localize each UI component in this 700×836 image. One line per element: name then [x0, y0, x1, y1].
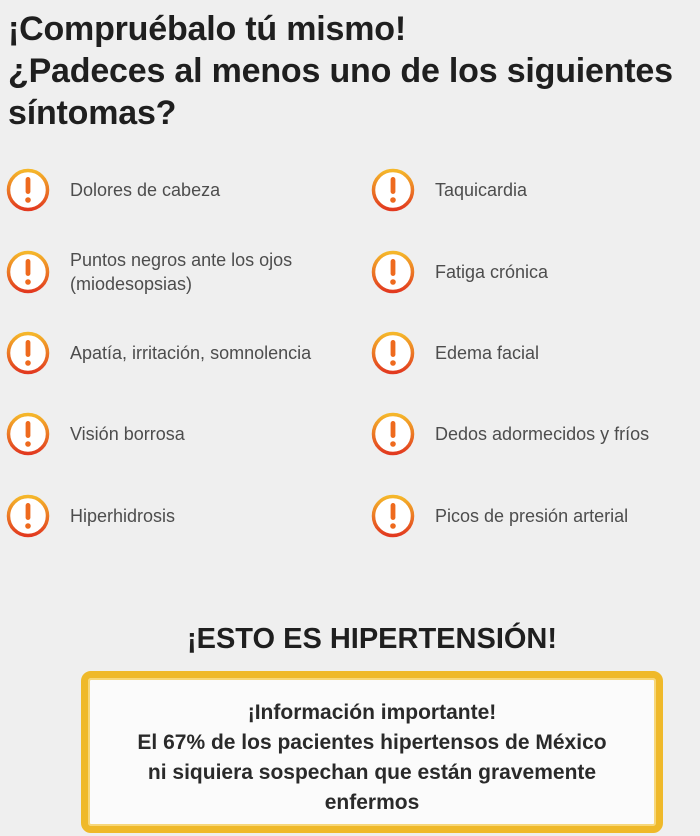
symptom-item: Puntos negros ante los ojos (miodesopsia…	[6, 244, 346, 300]
symptom-item: Visión borrosa	[6, 406, 346, 462]
symptom-item: Edema facial	[371, 325, 700, 381]
symptom-label: Puntos negros ante los ojos (miodesopsia…	[70, 248, 342, 296]
symptom-label: Dedos adormecidos y fríos	[435, 422, 700, 446]
symptom-item: Hiperhidrosis	[6, 488, 346, 544]
exclamation-circle-icon	[371, 168, 415, 212]
symptom-label-line-1: Fatiga crónica	[435, 262, 549, 282]
exclamation-circle-icon	[6, 331, 50, 375]
symptom-item: Dolores de cabeza	[6, 162, 346, 218]
exclamation-circle-icon	[6, 168, 50, 212]
info-box-line-3: ni siquiera sospechan que están gravemen…	[147, 761, 597, 784]
symptom-item: Dedos adormecidos y fríos	[371, 406, 700, 462]
symptom-label: Hiperhidrosis	[70, 504, 342, 528]
symptom-label-line-1: Picos de presión arterial	[435, 506, 629, 526]
symptom-label: Visión borrosa	[70, 422, 342, 446]
symptom-label: Edema facial	[435, 341, 700, 365]
symptom-label: Dolores de cabeza	[70, 178, 342, 202]
symptom-label-line-1: Puntos negros ante los ojos	[70, 250, 293, 270]
symptom-label-line-1: Visión borrosa	[70, 424, 185, 444]
symptom-label: Taquicardia	[435, 178, 700, 202]
symptom-label-line-1: Edema facial	[435, 343, 540, 363]
exclamation-circle-icon	[371, 331, 415, 375]
symptom-item: Apatía, irritación, somnolencia	[6, 325, 346, 381]
symptom-item: Picos de presión arterial	[371, 488, 700, 544]
info-box-heading: ¡Información importante!	[247, 701, 497, 724]
headline-line-3: síntomas?	[8, 94, 177, 132]
symptom-label: Fatiga crónica	[435, 260, 700, 284]
exclamation-circle-icon	[6, 250, 50, 294]
headline-line-1: ¡Compruébalo tú mismo!	[8, 10, 406, 48]
exclamation-circle-icon	[6, 412, 50, 456]
symptom-item: Taquicardia	[371, 162, 700, 218]
symptom-label-line-1: Taquicardia	[435, 180, 528, 200]
info-box-line-4: enfermos	[324, 791, 420, 814]
exclamation-circle-icon	[371, 412, 415, 456]
headline-line-2: ¿Padeces al menos uno de los siguientes	[8, 52, 673, 90]
important-info-box: ¡Información importante! El 67% de los p…	[81, 671, 663, 833]
symptom-label-line-2: (miodesopsias)	[70, 274, 193, 294]
hypertension-title: ¡ESTO ES HIPERTENSIÓN!	[186, 623, 558, 655]
symptom-label-line-1: Apatía, irritación, somnolencia	[70, 343, 312, 363]
symptom-list: Dolores de cabeza Puntos negros ante los…	[6, 162, 696, 562]
symptom-label-line-1: Hiperhidrosis	[70, 506, 176, 526]
exclamation-circle-icon	[371, 494, 415, 538]
symptom-label-line-1: Dolores de cabeza	[70, 180, 221, 200]
symptom-label: Apatía, irritación, somnolencia	[70, 341, 342, 365]
page-headline: ¡Compruébalo tú mismo! ¿Padeces al menos…	[8, 8, 698, 134]
symptom-label-line-1: Dedos adormecidos y fríos	[435, 424, 650, 444]
exclamation-circle-icon	[371, 250, 415, 294]
info-box-line-2: El 67% de los pacientes hipertensos de M…	[137, 731, 607, 754]
symptom-item: Fatiga crónica	[371, 244, 700, 300]
symptom-label: Picos de presión arterial	[435, 504, 700, 528]
exclamation-circle-icon	[6, 494, 50, 538]
